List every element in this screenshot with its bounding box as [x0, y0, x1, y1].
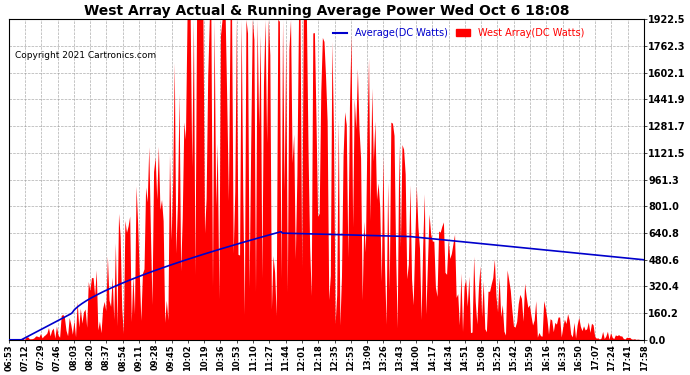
Legend: Average(DC Watts), West Array(DC Watts): Average(DC Watts), West Array(DC Watts) — [329, 24, 589, 42]
Title: West Array Actual & Running Average Power Wed Oct 6 18:08: West Array Actual & Running Average Powe… — [83, 4, 569, 18]
Text: Copyright 2021 Cartronics.com: Copyright 2021 Cartronics.com — [15, 51, 156, 60]
